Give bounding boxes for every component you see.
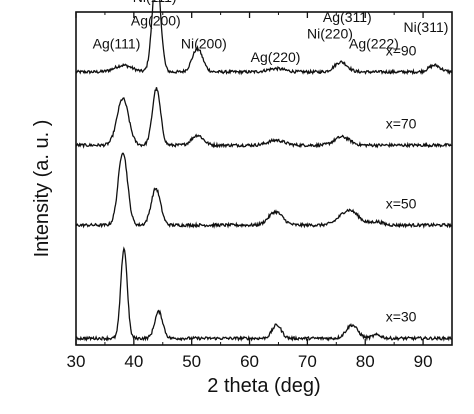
peak-annotation: Ni(220) [307,26,353,42]
plot-frame [75,11,453,346]
x-tick-label: 40 [124,352,143,371]
y-axis-title: Intensity (a. u. ) [31,120,53,258]
series-label: x=90 [386,42,417,58]
peak-annotation: Ag(311) [323,9,372,25]
x-tick-label: 80 [356,352,375,371]
series-layer: x=90 x=70 x=50 x=30 [75,0,453,342]
x-tick-label: 30 [67,352,86,371]
series-line-x-50 [75,152,453,229]
x-tick-label: 90 [414,352,433,371]
x-tick-label: 50 [182,352,201,371]
peak-annotation: Ag(222) [349,36,399,52]
annotation-layer: Ni(111) Ag(200) Ag(111) Ni(200) Ag(220) Ag(31… [93,0,449,65]
series-label: x=70 [386,116,417,132]
x-tick-label: 60 [240,352,259,371]
series-label: x=50 [386,195,417,211]
peak-annotation: Ag(111) [93,36,141,52]
series-label: x=30 [386,309,417,325]
series-line-x-70 [75,87,452,149]
peak-annotation: Ni(311) [404,19,449,35]
x-tick-label: 70 [298,352,317,371]
x-axis-title: 2 theta (deg) [207,375,320,397]
peak-annotation: Ag(200) [131,12,181,28]
peak-annotation: Ni(111) [133,0,177,5]
peak-annotation: Ag(220) [251,49,301,65]
plot-area [75,11,453,346]
peak-annotation: Ni(200) [181,36,227,52]
series-line-x-90 [75,0,453,76]
tick-layer: 30 40 50 60 70 80 90 [67,12,433,371]
series-line-x-30 [75,246,452,342]
